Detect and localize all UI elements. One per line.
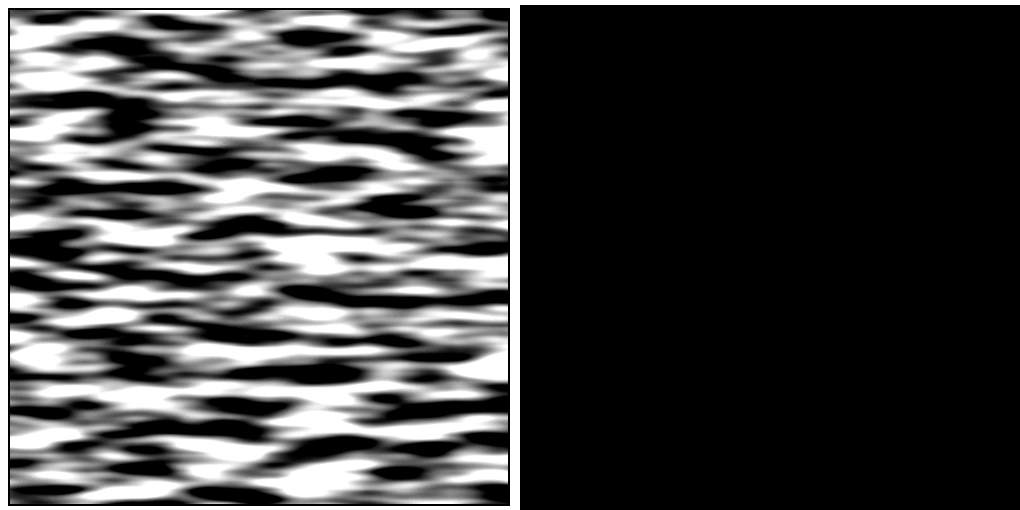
- binary-image: [520, 5, 1020, 510]
- noise-image: [10, 10, 508, 504]
